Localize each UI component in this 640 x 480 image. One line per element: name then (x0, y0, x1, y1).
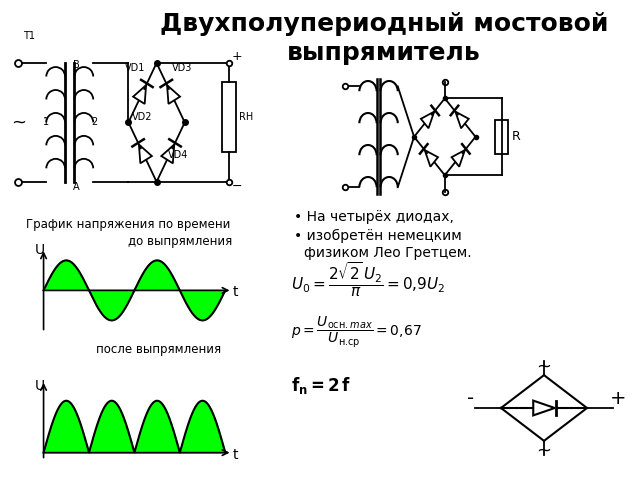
Text: R: R (512, 130, 521, 144)
Text: Двухполупериодный мостовой: Двухполупериодный мостовой (160, 12, 608, 36)
Text: физиком Лео Гретцем.: физиком Лео Гретцем. (304, 246, 472, 260)
Text: 1: 1 (43, 117, 49, 127)
Polygon shape (133, 85, 146, 104)
Text: +: + (609, 389, 626, 408)
Bar (495, 120, 508, 154)
Text: ~: ~ (11, 114, 26, 132)
Text: VD4: VD4 (168, 150, 188, 160)
Text: выпрямитель: выпрямитель (287, 41, 481, 65)
Polygon shape (167, 85, 180, 104)
Text: VD3: VD3 (172, 63, 193, 73)
Polygon shape (452, 150, 465, 167)
Text: RH: RH (239, 112, 253, 122)
Text: t: t (232, 286, 238, 300)
Polygon shape (533, 401, 555, 415)
Text: ~: ~ (536, 442, 552, 460)
Text: $\mathbf{f_n = 2\,f}$: $\mathbf{f_n = 2\,f}$ (291, 375, 351, 396)
Text: после выпрямления: после выпрямления (96, 343, 221, 356)
Text: -: - (467, 389, 474, 408)
Polygon shape (161, 144, 174, 163)
Text: 2: 2 (91, 117, 97, 127)
Polygon shape (421, 112, 434, 128)
Text: +: + (232, 50, 243, 63)
Polygon shape (425, 150, 438, 167)
Text: до выпрямления: до выпрямления (128, 235, 232, 248)
Text: • На четырёх диодах,: • На четырёх диодах, (294, 210, 454, 224)
Text: B: B (74, 60, 80, 71)
Text: VD2: VD2 (132, 112, 153, 122)
Text: U: U (35, 379, 45, 393)
Text: A: A (74, 182, 80, 192)
Text: $p = \dfrac{U_{\text{осн}.max}}{U_{\text{н.ср}}} = 0{,}67$: $p = \dfrac{U_{\text{осн}.max}}{U_{\text… (291, 315, 422, 350)
Text: VD1: VD1 (125, 63, 146, 73)
Text: T1: T1 (23, 31, 35, 41)
Text: График напряжения по времени: График напряжения по времени (26, 218, 230, 231)
Polygon shape (139, 144, 152, 163)
Text: −: − (232, 180, 242, 193)
Text: • изобретён немецким: • изобретён немецким (294, 229, 462, 243)
Text: $U_0 = \dfrac{2\sqrt{2}\,U_2}{\pi} = 0{,}9U_2$: $U_0 = \dfrac{2\sqrt{2}\,U_2}{\pi} = 0{,… (291, 261, 445, 300)
Bar (222, 82, 236, 152)
Text: ~: ~ (536, 358, 552, 375)
Text: U: U (35, 243, 45, 257)
Polygon shape (456, 112, 468, 128)
Text: t: t (232, 448, 238, 462)
